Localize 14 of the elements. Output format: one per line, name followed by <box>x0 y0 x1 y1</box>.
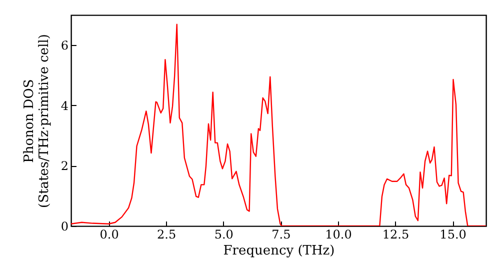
y-tick-label: 0 <box>60 220 68 234</box>
y-tick-label: 2 <box>60 159 68 174</box>
x-tick-label: 0.0 <box>100 228 119 242</box>
x-tick-label: 7.5 <box>272 228 291 242</box>
x-tick-label: 10.0 <box>325 228 352 242</box>
x-tick-label: 15.0 <box>440 228 466 242</box>
x-tick-label: 12.5 <box>382 228 410 242</box>
y-axis-title: Phonon DOS (States/THz·primitive cell) <box>22 34 52 208</box>
x-axis-title: Frequency (THz) <box>223 244 335 258</box>
x-tick-label: 2.5 <box>157 228 176 242</box>
x-tick-label: 5.0 <box>214 228 234 242</box>
line-series <box>71 24 486 226</box>
y-tick-label: 4 <box>60 98 69 113</box>
y-tick-label: 6 <box>60 38 68 53</box>
